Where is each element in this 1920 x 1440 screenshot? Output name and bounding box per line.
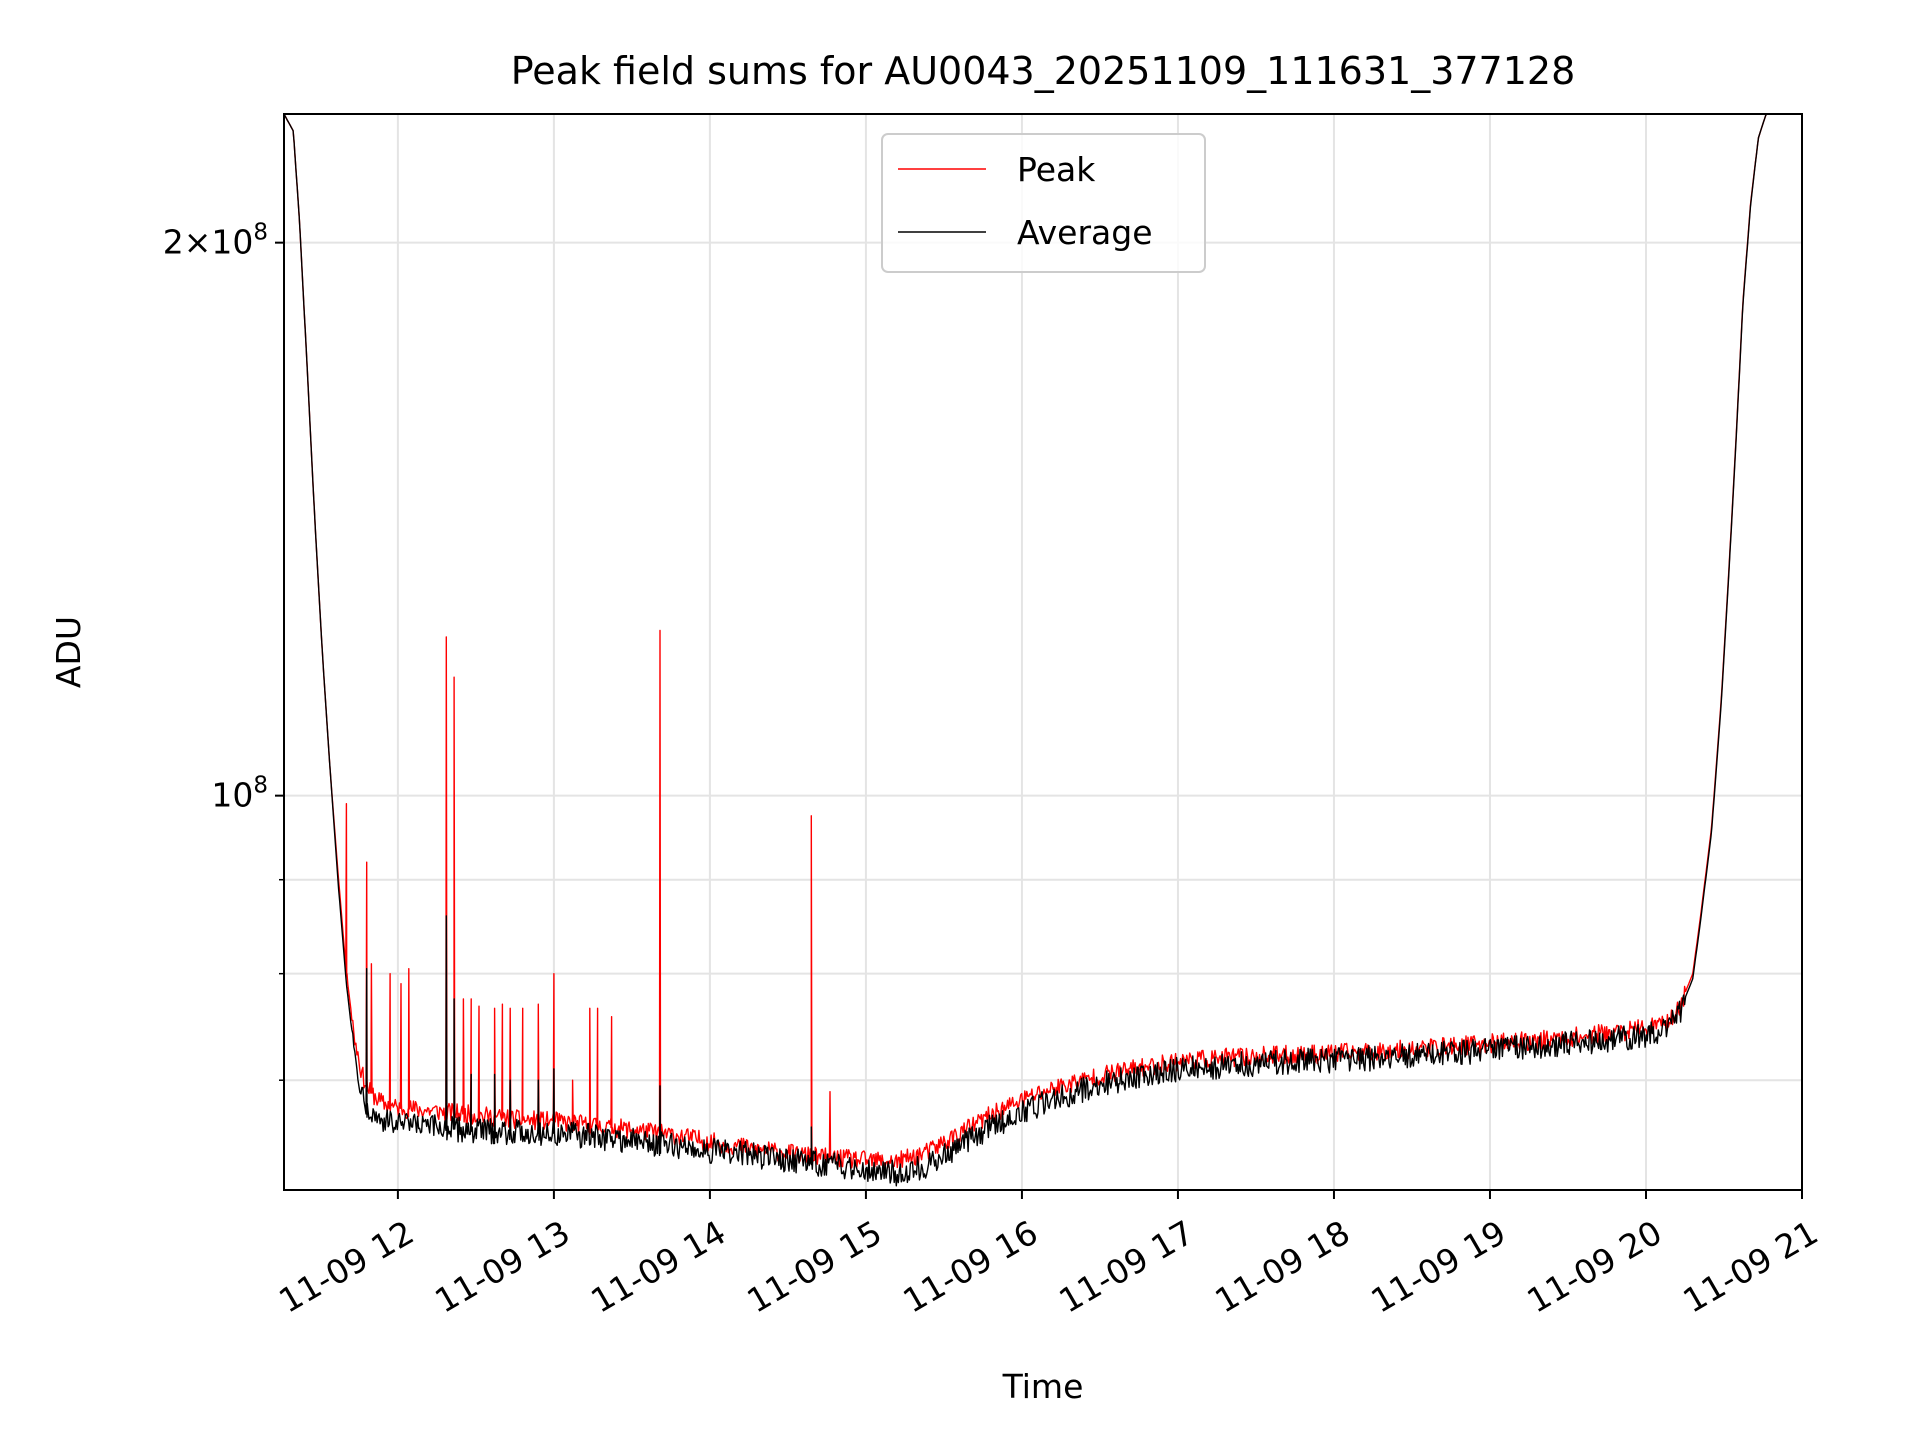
- chart-title: Peak field sums for AU0043_20251109_1116…: [511, 49, 1576, 93]
- legend-average-label: Average: [1017, 213, 1153, 252]
- series-layer: [284, 114, 1802, 1187]
- y-tick-base: 2×10: [163, 223, 254, 262]
- y-tick-base: 10: [211, 776, 253, 815]
- plot-frame: [283, 113, 1803, 1191]
- legend-peak-label: Peak: [1017, 150, 1096, 189]
- legend: Peak Average: [881, 133, 1206, 273]
- y-tick-exponent: 8: [253, 220, 268, 246]
- y-axis-label: ADU: [49, 616, 88, 688]
- series-line-average: [284, 114, 1802, 1187]
- y-tick-exponent: 8: [253, 773, 268, 799]
- y-tick-label: 2×108: [163, 220, 268, 262]
- x-axis-label: Time: [1002, 1367, 1084, 1406]
- y-tick-label: 108: [211, 773, 268, 815]
